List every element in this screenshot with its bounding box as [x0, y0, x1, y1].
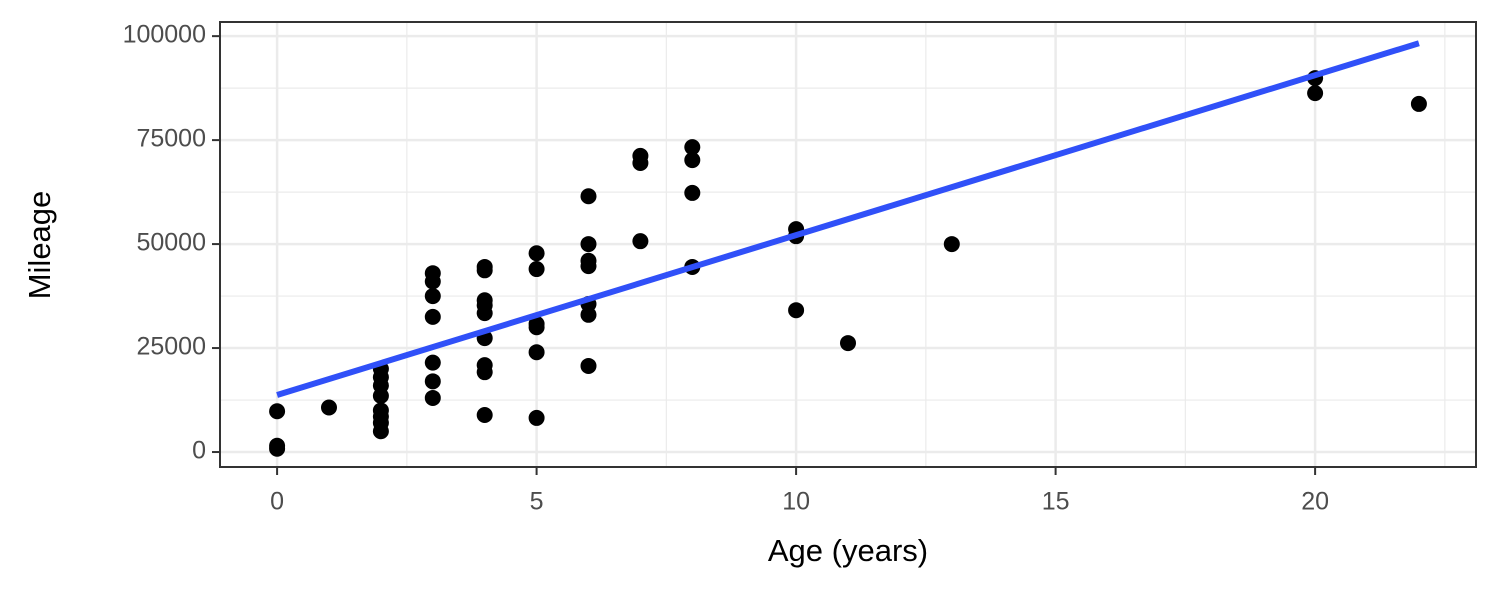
point — [476, 364, 493, 381]
point — [424, 373, 441, 390]
point — [476, 305, 493, 322]
point — [528, 319, 545, 336]
point — [580, 306, 597, 323]
point — [580, 188, 597, 205]
point — [320, 399, 337, 416]
point — [528, 344, 545, 361]
x-tick-label: 10 — [782, 488, 810, 516]
y-axis-label: Mileage — [22, 191, 57, 300]
y-tick-label: 50000 — [136, 229, 206, 257]
trend-line — [276, 40, 1420, 398]
point — [684, 184, 701, 201]
point — [476, 262, 493, 279]
point — [269, 440, 286, 457]
point — [269, 403, 286, 420]
point — [632, 154, 649, 171]
point — [943, 236, 960, 253]
plot-border — [219, 21, 1477, 468]
point — [684, 139, 701, 156]
x-axis-label: Age (years) — [768, 533, 928, 568]
point — [580, 357, 597, 374]
point — [840, 335, 856, 352]
point — [424, 389, 441, 406]
point — [580, 236, 597, 253]
point — [788, 302, 805, 319]
point — [632, 233, 649, 250]
point — [424, 288, 441, 305]
y-tick-label: 25000 — [136, 333, 206, 361]
point — [1307, 85, 1324, 102]
point — [372, 387, 389, 404]
point — [1410, 95, 1427, 112]
x-tick-label: 5 — [530, 488, 544, 516]
point — [424, 273, 441, 290]
point — [424, 354, 441, 371]
y-tick-label: 75000 — [136, 125, 206, 153]
point — [580, 258, 597, 275]
point — [476, 407, 493, 424]
y-tick-label: 0 — [192, 437, 206, 465]
y-tick-label: 100000 — [123, 21, 206, 49]
x-tick-label: 15 — [1042, 488, 1070, 516]
point — [424, 308, 441, 325]
point — [684, 152, 701, 169]
point — [372, 423, 389, 440]
point — [528, 245, 545, 262]
x-tick-label: 20 — [1301, 488, 1329, 516]
x-tick-label: 0 — [270, 488, 284, 516]
point — [528, 409, 545, 426]
point — [528, 261, 545, 278]
